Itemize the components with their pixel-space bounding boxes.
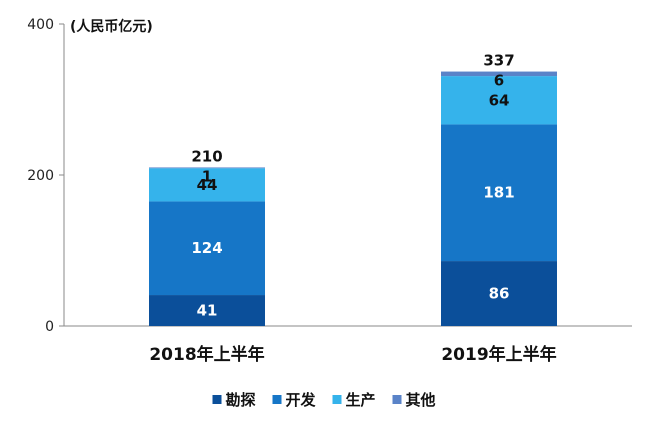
- category-label-1: 2019年上半年: [441, 344, 556, 365]
- legend-swatch-2: [332, 395, 342, 404]
- segment-value-label-1-3: 6: [494, 72, 504, 90]
- bar-segment-1-1: [441, 124, 557, 262]
- legend-label-0: 勘探: [226, 391, 256, 409]
- segment-value-label-1-2: 64: [489, 91, 510, 109]
- segment-value-label-0-2: 44: [197, 176, 218, 194]
- legend-swatch-3: [392, 395, 402, 404]
- legend-label-3: 其他: [406, 391, 436, 409]
- legend-swatch-0: [212, 395, 222, 404]
- bar-segment-1-2: [441, 76, 557, 125]
- segment-value-label-0-1: 124: [191, 239, 222, 257]
- segment-value-label-0-3: 1: [202, 167, 212, 185]
- unit-label: (人民币亿元): [70, 18, 153, 35]
- legend-label-1: 开发: [286, 391, 317, 409]
- labels-layer: 41 124 441 210 86 181 646 337: [191, 52, 514, 320]
- segment-value-label-1-0: 86: [489, 285, 510, 303]
- y-tick-label: 0: [45, 319, 54, 335]
- y-tick-label: 200: [27, 168, 54, 184]
- category-label-0: 2018年上半年: [149, 344, 264, 365]
- bars-layer: [149, 71, 557, 326]
- bar-segment-0-0: [149, 295, 265, 326]
- axes-layer: 0 200 400 (人民币亿元) 2018年上半年 2019年上半年: [27, 17, 632, 365]
- segment-value-label-0-0: 41: [197, 302, 218, 320]
- bar-segment-0-2: [149, 168, 265, 202]
- total-label-0: 210: [191, 147, 222, 165]
- segment-value-label-1-1: 181: [483, 184, 514, 202]
- bar-segment-1-3: [441, 71, 557, 77]
- bar-segment-0-1: [149, 201, 265, 296]
- bar-segment-1-0: [441, 261, 557, 326]
- y-tick-label: 400: [27, 17, 54, 33]
- legend: 勘探 开发 生产 其他: [212, 391, 436, 409]
- bar-segment-0-3: [149, 167, 265, 169]
- legend-swatch-1: [272, 395, 282, 404]
- total-label-1: 337: [483, 52, 514, 70]
- legend-label-2: 生产: [346, 391, 376, 409]
